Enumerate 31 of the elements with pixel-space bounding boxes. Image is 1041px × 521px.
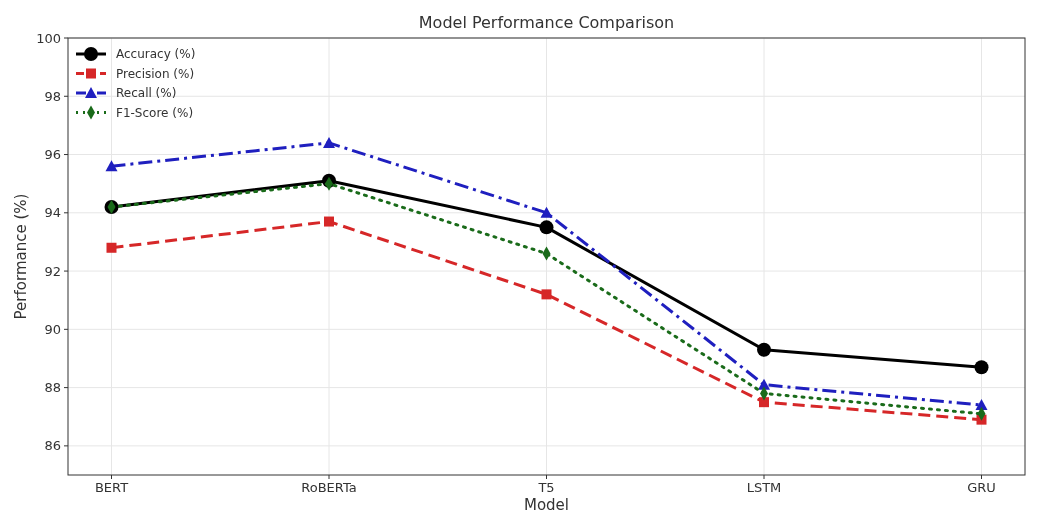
legend-label: Recall (%) (116, 86, 177, 101)
x-axis-title: Model (523, 496, 570, 514)
y-tick-label: 92 (44, 263, 61, 279)
chart-title: Model Performance Comparison (418, 13, 675, 32)
y-tick-label: 88 (44, 380, 61, 396)
point (541, 289, 552, 300)
legend-label: Precision (%) (116, 66, 195, 81)
point (759, 397, 769, 408)
y-axis-title: Performance (%) (12, 193, 30, 320)
point (757, 342, 771, 357)
point (540, 206, 553, 218)
y-tick-label: 94 (44, 205, 61, 221)
legend-label: F1-Score (%) (116, 105, 194, 120)
x-tick-label: LSTM (746, 480, 782, 495)
point (539, 220, 554, 235)
x-tick-label: RoBERTa (301, 480, 357, 495)
y-tick-label: 96 (44, 147, 61, 163)
y-tick-label: 100 (36, 30, 61, 46)
point (106, 242, 117, 253)
point (323, 136, 335, 148)
point (974, 360, 989, 375)
point (324, 216, 334, 227)
y-tick-label: 90 (44, 321, 61, 337)
point (105, 160, 118, 172)
x-tick-label: BERT (94, 480, 129, 495)
legend-label: Accuracy (%) (116, 47, 196, 62)
y-tick-label: 98 (44, 88, 61, 104)
x-tick-label: T5 (537, 480, 555, 495)
x-tick-label: GRU (967, 480, 996, 495)
point (975, 399, 988, 411)
y-tick-label: 86 (44, 438, 61, 454)
